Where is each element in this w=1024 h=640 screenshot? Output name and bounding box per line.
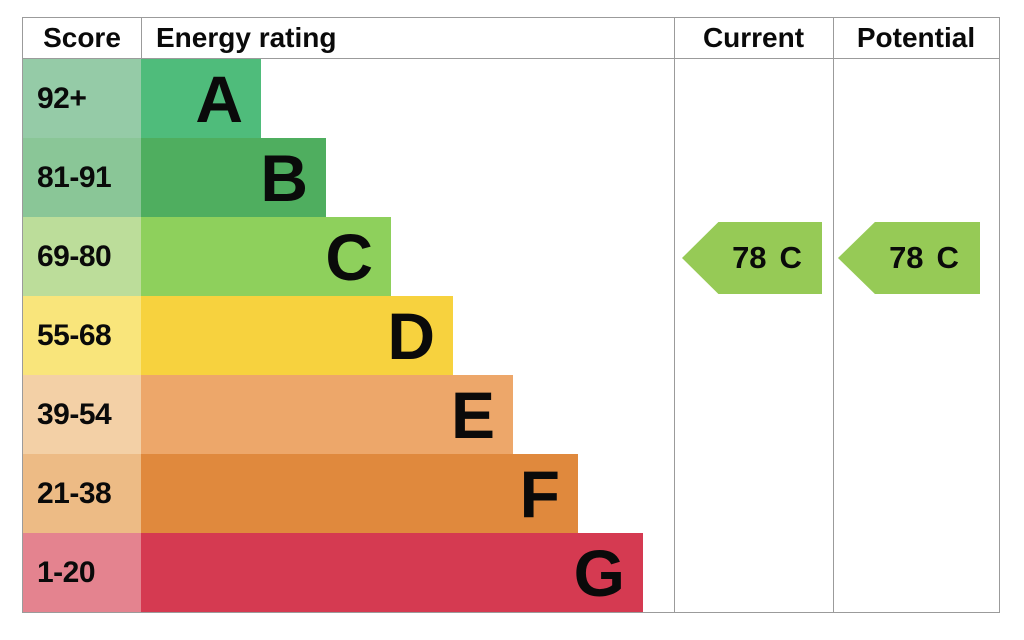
- band-letter: D: [387, 298, 435, 373]
- band-score-cell: 92+: [23, 59, 141, 138]
- score-column-header: Score: [43, 22, 121, 53]
- current-rating-letter: C: [779, 240, 802, 275]
- column-divider-current-potential: [833, 18, 834, 612]
- band-score-cell: 69-80: [23, 217, 141, 296]
- table-header-row: Score Energy rating Current Potential: [23, 18, 999, 58]
- band-row-f: 21-38 F: [23, 454, 999, 533]
- potential-column-header: Potential: [856, 22, 976, 53]
- band-row-b: 81-91 B: [23, 138, 999, 217]
- band-bar-c: C: [141, 217, 391, 296]
- band-score-cell: 1-20: [23, 533, 141, 612]
- band-bar-b: B: [141, 138, 326, 217]
- band-bar-a: A: [141, 59, 261, 138]
- epc-rating-chart: Score Energy rating Current Potential 92…: [22, 17, 1000, 613]
- band-score-cell: 81-91: [23, 138, 141, 217]
- band-bar-f: F: [141, 454, 578, 533]
- current-rating-value: 78: [732, 240, 767, 275]
- band-row-g: 1-20 G: [23, 533, 999, 612]
- column-divider-rating-current: [674, 18, 675, 612]
- band-row-e: 39-54 E: [23, 375, 999, 454]
- band-row-a: 92+ A: [23, 59, 999, 138]
- current-column-header: Current: [702, 22, 805, 53]
- header-divider: [23, 58, 999, 59]
- band-letter: B: [260, 140, 308, 215]
- band-letter: A: [195, 61, 243, 136]
- band-bar-g: G: [141, 533, 643, 612]
- band-rows: 92+ A 81-91 B 69-80 C 55-68: [23, 59, 999, 612]
- band-letter: F: [519, 456, 560, 531]
- band-score-cell: 55-68: [23, 296, 141, 375]
- band-bar-d: D: [141, 296, 453, 375]
- band-row-c: 69-80 C: [23, 217, 999, 296]
- band-score-cell: 39-54: [23, 375, 141, 454]
- band-score-cell: 21-38: [23, 454, 141, 533]
- band-letter: C: [325, 219, 373, 294]
- potential-rating-letter: C: [936, 240, 959, 275]
- band-row-d: 55-68 D: [23, 296, 999, 375]
- energy-rating-column-header: Energy rating: [156, 22, 337, 53]
- band-letter: E: [450, 377, 495, 452]
- potential-rating-value: 78: [889, 240, 924, 275]
- band-letter: G: [573, 535, 625, 610]
- band-bar-e: E: [141, 375, 513, 454]
